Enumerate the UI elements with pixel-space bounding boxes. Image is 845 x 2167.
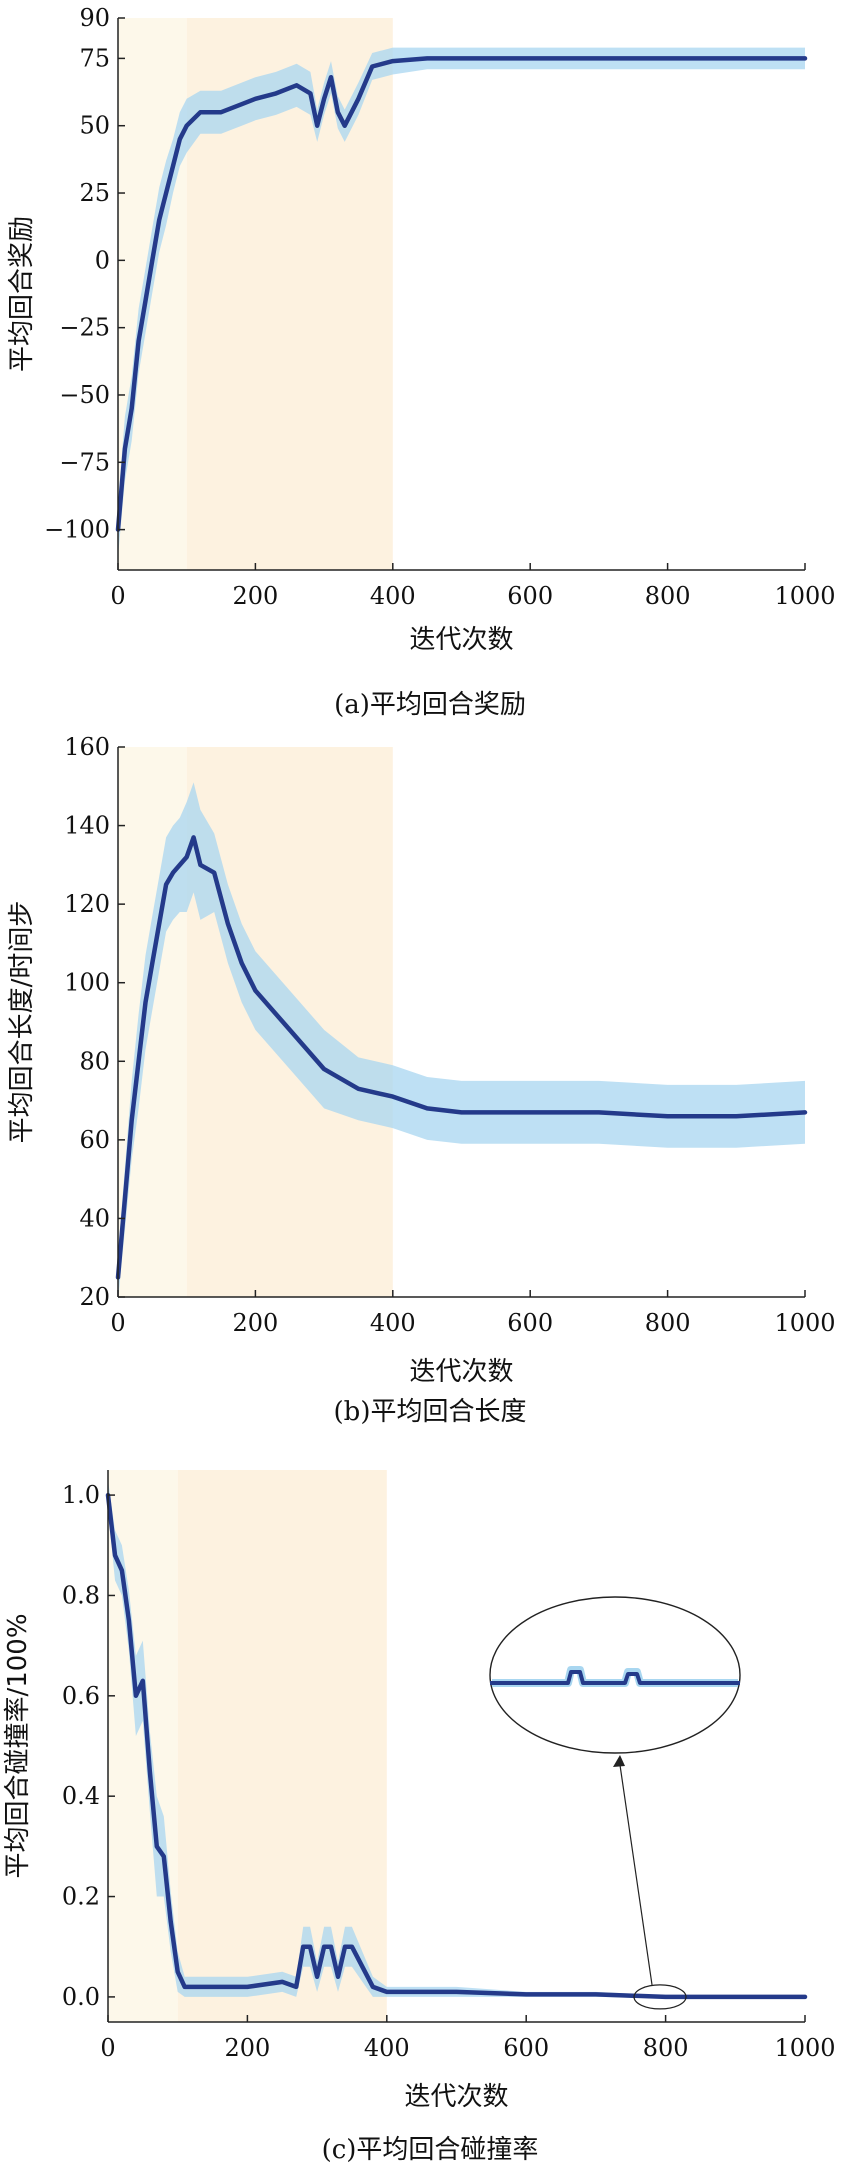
chart-a-caption: (a)平均回合奖励: [334, 690, 526, 720]
chart-c-x-tick-label-1000: 1000: [774, 2034, 835, 2062]
chart-b-caption: (b)平均回合长度: [334, 1397, 527, 1427]
chart-c-x-tick-label-200: 200: [224, 2034, 270, 2062]
chart-c-y-tick-label-1: 0.2: [62, 1883, 100, 1911]
chart-a-y-tick-label-7: 75: [79, 44, 110, 72]
chart-a-x-tick-label-800: 800: [645, 582, 691, 610]
chart-a-y-tick-label-3: −25: [59, 314, 110, 342]
chart-a-y-tick-label-8: 90: [79, 4, 110, 32]
chart-a-series-1-line: [115, 56, 808, 532]
chart-b-y-tick-label-4: 100: [64, 969, 110, 997]
chart-average-episode-collision-rate: (c)平均回合碰撞率 0 200 400 600 800 1000 0.0 0.2 0.4 0.6…: [3, 1470, 836, 2165]
chart-c-y-tick-label-3: 0.6: [62, 1682, 100, 1710]
chart-a-x-tick-label-0: 0: [110, 582, 125, 610]
chart-b-x-axis-title: 迭代次数: [409, 1357, 513, 1387]
chart-b-x-tick-label-600: 600: [507, 1309, 553, 1337]
chart-c-y-tick-label-5: 1.0: [62, 1481, 100, 1509]
chart-b-y-tick-label-1: 40: [79, 1204, 110, 1232]
chart-c-zoom-inset-line: [490, 1670, 740, 1685]
chart-c-y-tick-label-4: 0.8: [62, 1581, 100, 1609]
chart-c-y-tick-label-2: 0.4: [62, 1782, 100, 1810]
chart-b-y-axis-title: 平均回合长度/时间步: [7, 901, 37, 1144]
chart-b-x-tick-label-0: 0: [110, 1309, 125, 1337]
chart-a-y-tick-label-4: 0: [95, 246, 110, 274]
chart-c-zoom-inset-ellipse: [489, 1596, 741, 1754]
chart-a-y-tick-label-6: 50: [79, 112, 110, 140]
chart-b-x-tick-label-800: 800: [645, 1309, 691, 1337]
chart-a-y-axis-title: 平均回合奖励: [7, 216, 37, 372]
chart-b-y-tick-label-2: 60: [79, 1126, 110, 1154]
chart-a-y-tick-label-0: −100: [44, 516, 110, 544]
chart-b-x-tick-label-1000: 1000: [774, 1309, 835, 1337]
chart-c-caption: (c)平均回合碰撞率: [322, 2135, 539, 2165]
chart-c-y-tick-label-0: 0.0: [62, 1983, 100, 2011]
chart-c-x-tick-label-800: 800: [643, 2034, 689, 2062]
chart-b-y-tick-label-6: 140: [64, 812, 110, 840]
chart-average-episode-reward: (a)平均回合奖励 0 200 400 600 800 1000 −100 −75 −50 −25…: [7, 4, 836, 720]
chart-c-x-tick-label-400: 400: [364, 2034, 410, 2062]
chart-a-x-axis-title: 迭代次数: [409, 625, 513, 655]
chart-a-phase-region-1: [118, 18, 187, 570]
chart-c-series-1-line: [105, 1492, 808, 2000]
chart-b-y-tick-label-7: 160: [64, 733, 110, 761]
chart-b-x-tick-label-400: 400: [370, 1309, 416, 1337]
chart-c-y-axis-title: 平均回合碰撞率/100%: [3, 1613, 33, 1878]
chart-b-series-1-line: [115, 835, 808, 1280]
chart-b-y-tick-label-0: 20: [79, 1283, 110, 1311]
chart-c-zoom-source-ellipse: [633, 1984, 687, 2010]
chart-c-zoom-arrow-line: [619, 1764, 653, 1985]
chart-b-x-tick-label-200: 200: [232, 1309, 278, 1337]
chart-c-zoom-arrow-head: [613, 1755, 625, 1767]
chart-a-y-tick-label-5: 25: [79, 179, 110, 207]
chart-a-x-tick-label-200: 200: [232, 582, 278, 610]
chart-a-x-tick-label-400: 400: [370, 582, 416, 610]
chart-b-series-1-band: [118, 782, 805, 1301]
chart-c-x-tick-label-0: 0: [100, 2034, 115, 2062]
chart-a-y-tick-label-1: −75: [59, 448, 110, 476]
chart-c-x-axis-title: 迭代次数: [404, 2082, 508, 2112]
chart-a-y-tick-label-2: −50: [59, 381, 110, 409]
chart-a-x-tick-label-600: 600: [507, 582, 553, 610]
chart-average-episode-length: (b)平均回合长度 0 200 400 600 800 1000 20 40 60 80 100 12…: [7, 733, 836, 1427]
chart-a-x-tick-label-1000: 1000: [774, 582, 835, 610]
chart-b-y-tick-label-5: 120: [64, 890, 110, 918]
chart-c-x-tick-label-600: 600: [503, 2034, 549, 2062]
chart-b-y-tick-label-3: 80: [79, 1047, 110, 1075]
